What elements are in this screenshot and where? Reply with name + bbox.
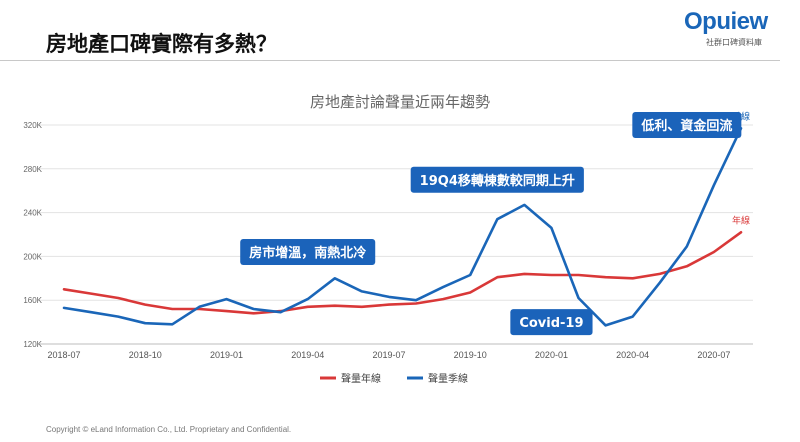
annotation-text: Covid-19 bbox=[519, 316, 583, 331]
y-tick-label: 240K bbox=[23, 209, 42, 218]
legend-label: 聲量季線 bbox=[428, 372, 468, 385]
x-tick-label: 2019-01 bbox=[210, 350, 243, 360]
y-tick-label: 200K bbox=[23, 252, 42, 261]
annotation-box bbox=[410, 166, 584, 193]
annotation-box bbox=[510, 309, 593, 336]
chart-legend: 聲量年線 聲量季線 bbox=[320, 372, 468, 385]
annotation-box bbox=[240, 239, 376, 266]
title-divider bbox=[0, 60, 780, 61]
annotation-text: 低利、資金回流 bbox=[640, 118, 732, 134]
series-end-label: 年線 bbox=[732, 214, 750, 226]
x-tick-label: 2019-07 bbox=[372, 350, 405, 360]
annotation-box bbox=[632, 112, 742, 138]
annotation-text: 19Q4移轉棟數較同期上升 bbox=[420, 173, 575, 189]
x-axis: 2018-07 2018-10 2019-01 2019-04 2019-07 2019-… bbox=[40, 343, 753, 360]
chart-annotations: 房市增溫，南熱北冷 19Q4移轉棟數較同期上升 Covid-19 低利、資金回流 bbox=[240, 112, 742, 336]
y-tick-label: 320K bbox=[23, 121, 42, 130]
chart-title: 房地產討論聲量近兩年趨勢 bbox=[310, 93, 490, 111]
legend-label: 聲量年線 bbox=[341, 372, 381, 385]
footer-copyright: Copyright © eLand Information Co., Ltd. … bbox=[46, 425, 292, 434]
x-tick-label: 2019-10 bbox=[454, 350, 487, 360]
chart-lines bbox=[62, 127, 743, 327]
annotation-callout: 19Q4移轉棟數較同期上升 bbox=[410, 166, 584, 193]
series-line-1 bbox=[62, 127, 743, 327]
y-axis: 120K 160K 200K 240K 280K 320K bbox=[23, 121, 42, 349]
chart-grid bbox=[40, 124, 753, 345]
x-tick-label: 2020-04 bbox=[616, 350, 649, 360]
x-tick-label: 2018-10 bbox=[129, 350, 162, 360]
series-line-0 bbox=[62, 231, 743, 315]
page-title: 房地產口碑實際有多熱？ bbox=[46, 32, 277, 56]
annotation-text: 房市增溫，南熱北冷 bbox=[249, 245, 366, 261]
annotation-callout: 房市增溫，南熱北冷 bbox=[240, 239, 376, 266]
logo-subtitle: 社群口碑資料庫 bbox=[706, 38, 762, 47]
annotation-callout: Covid-19 bbox=[510, 309, 593, 336]
x-tick-label: 2019-04 bbox=[291, 350, 324, 360]
y-tick-label: 280K bbox=[23, 165, 42, 174]
logo-wordmark: Opuiew bbox=[684, 8, 768, 35]
annotation-callout: 低利、資金回流 bbox=[632, 112, 742, 138]
y-tick-label: 160K bbox=[23, 296, 42, 305]
opview-logo: Opuiew 社群口碑資料庫 bbox=[684, 6, 788, 50]
x-tick-label: 2020-01 bbox=[535, 350, 568, 360]
x-tick-label: 2020-07 bbox=[697, 350, 730, 360]
y-tick-label: 120K bbox=[23, 340, 42, 349]
x-tick-label: 2018-07 bbox=[47, 350, 80, 360]
